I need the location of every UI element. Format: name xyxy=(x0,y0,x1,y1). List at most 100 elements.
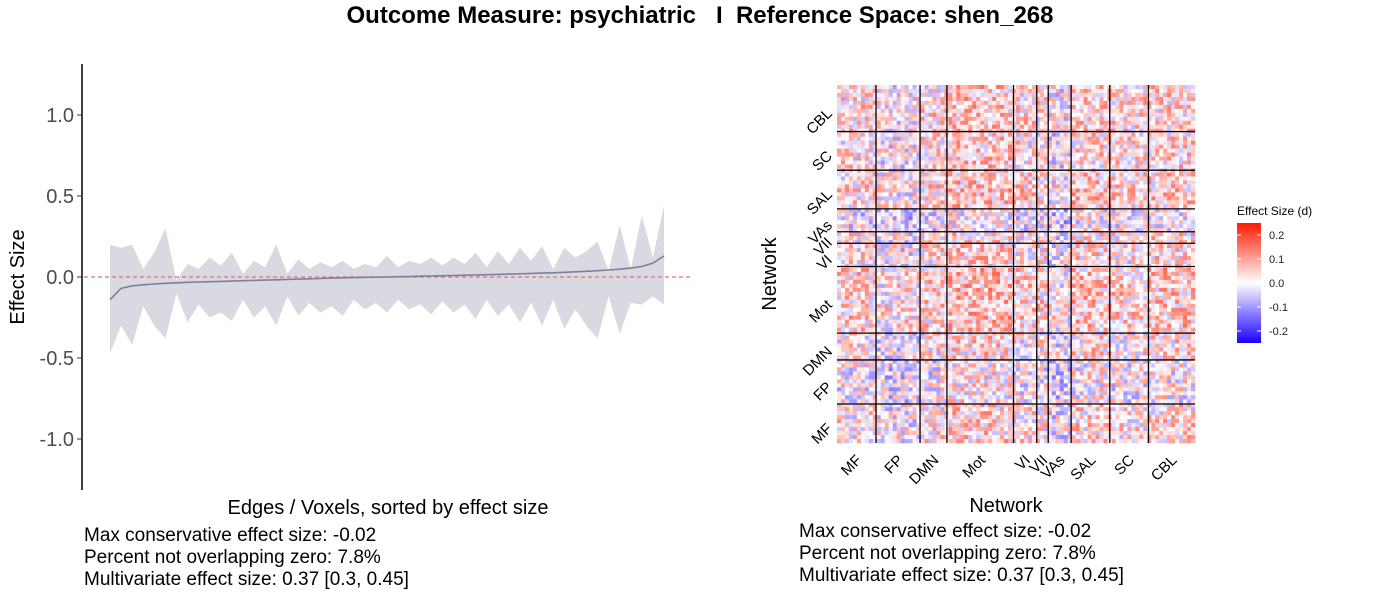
heatmap-cell xyxy=(884,88,890,94)
heatmap-cell xyxy=(988,403,993,408)
heatmap-cell xyxy=(932,228,937,233)
heatmap-cell xyxy=(1012,275,1017,281)
heatmap-cell xyxy=(900,85,905,90)
heatmap-cell xyxy=(916,355,921,360)
heatmap-cell xyxy=(920,256,925,261)
heatmap-cell xyxy=(928,359,933,364)
heatmap-cell xyxy=(880,347,886,352)
heatmap-cell xyxy=(876,196,882,201)
heatmap-cell xyxy=(964,232,969,237)
heatmap-cell xyxy=(972,108,977,114)
heatmap-cell xyxy=(912,220,917,225)
heatmap-cell xyxy=(992,435,997,440)
heatmap-cell xyxy=(876,287,882,293)
heatmap-cell xyxy=(980,204,985,209)
heatmap-cell xyxy=(896,411,901,416)
heatmap-cell xyxy=(892,236,897,241)
heatmap-cell xyxy=(848,275,854,281)
heatmap-cell xyxy=(1051,391,1057,396)
heatmap-cell xyxy=(900,148,905,153)
heatmap-cell xyxy=(1031,347,1037,352)
heatmap-cell xyxy=(1039,323,1045,328)
heatmap-cell xyxy=(992,439,997,444)
heatmap-cell xyxy=(960,391,965,396)
heatmap-cell xyxy=(936,148,941,153)
heatmap-cell xyxy=(837,339,842,344)
heatmap-cell xyxy=(1004,112,1009,118)
heatmap-cell xyxy=(892,116,897,122)
heatmap-cell xyxy=(864,164,870,169)
heatmap-cell xyxy=(1023,419,1029,424)
heatmap-cell xyxy=(940,224,945,229)
heatmap-cell xyxy=(1016,283,1021,289)
heatmap-cell xyxy=(1004,92,1009,98)
heatmap-cell xyxy=(912,435,917,440)
heatmap-cell xyxy=(976,248,981,253)
heatmap-cell xyxy=(864,315,870,320)
heatmap-cell xyxy=(844,367,850,372)
heatmap-cell xyxy=(880,419,886,424)
heatmap-cell xyxy=(908,295,913,301)
heatmap-cell xyxy=(888,112,893,118)
heatmap-cell xyxy=(868,224,874,229)
heatmap-cell xyxy=(872,85,878,90)
heatmap-cell xyxy=(1055,176,1061,181)
heatmap-cell xyxy=(884,371,890,376)
heatmap-cell xyxy=(912,156,917,161)
heatmap-cell xyxy=(904,196,909,201)
heatmap-cell xyxy=(1043,144,1049,149)
heatmap-cell xyxy=(924,96,929,102)
heatmap-cell xyxy=(860,435,866,440)
heatmap-cell xyxy=(852,399,858,404)
heatmap-cell xyxy=(988,379,993,384)
heatmap-cell xyxy=(1000,172,1005,177)
heatmap-cell xyxy=(972,331,977,336)
heatmap-cell xyxy=(1047,431,1053,436)
heatmap-cell xyxy=(900,120,905,126)
heatmap-cell xyxy=(1019,212,1025,217)
heatmap-cell xyxy=(1019,411,1025,416)
heatmap-cell xyxy=(968,423,973,428)
heatmap-cell xyxy=(848,279,854,285)
heatmap-cell xyxy=(1051,419,1057,424)
heatmap-cell xyxy=(1043,152,1049,157)
heatmap-cell xyxy=(1004,88,1009,94)
heatmap-cell xyxy=(1031,315,1037,320)
heatmap-cell xyxy=(968,291,973,297)
heatmap-cell xyxy=(1027,244,1033,249)
heatmap-cell xyxy=(916,315,921,320)
heatmap-cell xyxy=(872,431,878,436)
heatmap-cell xyxy=(964,279,969,285)
heatmap-cell xyxy=(1008,140,1013,145)
heatmap-cell xyxy=(848,248,854,253)
heatmap-cell xyxy=(876,427,882,432)
heatmap-cell xyxy=(1035,248,1041,253)
heatmap-cell xyxy=(940,212,945,217)
heatmap-cell xyxy=(1047,323,1053,328)
heatmap-cell xyxy=(996,172,1001,177)
heatmap-cell xyxy=(924,124,929,130)
heatmap-cell xyxy=(1012,431,1017,436)
heatmap-cell xyxy=(837,327,842,332)
heatmap-cell xyxy=(852,315,858,320)
heatmap-cell xyxy=(860,228,866,233)
heatmap-cell xyxy=(864,439,870,444)
heatmap-cell xyxy=(1012,240,1017,245)
heatmap-cell xyxy=(856,351,862,356)
heatmap-cell xyxy=(976,363,981,368)
heatmap-cell xyxy=(876,124,882,130)
heatmap-cell xyxy=(984,271,989,277)
heatmap-cell xyxy=(992,256,997,261)
heatmap-cell xyxy=(936,224,941,229)
heatmap-cell xyxy=(972,427,977,432)
heatmap-cell xyxy=(908,108,913,114)
heatmap-cell xyxy=(904,311,909,317)
heatmap-cell xyxy=(852,212,858,217)
heatmap-cell xyxy=(840,303,846,309)
heatmap-cell xyxy=(984,232,989,237)
heatmap-cell xyxy=(1023,415,1029,420)
heatmap-cell xyxy=(1047,399,1053,404)
heatmap-cell xyxy=(868,387,874,392)
heatmap-cell xyxy=(924,212,929,217)
heatmap-cell xyxy=(1019,196,1025,201)
